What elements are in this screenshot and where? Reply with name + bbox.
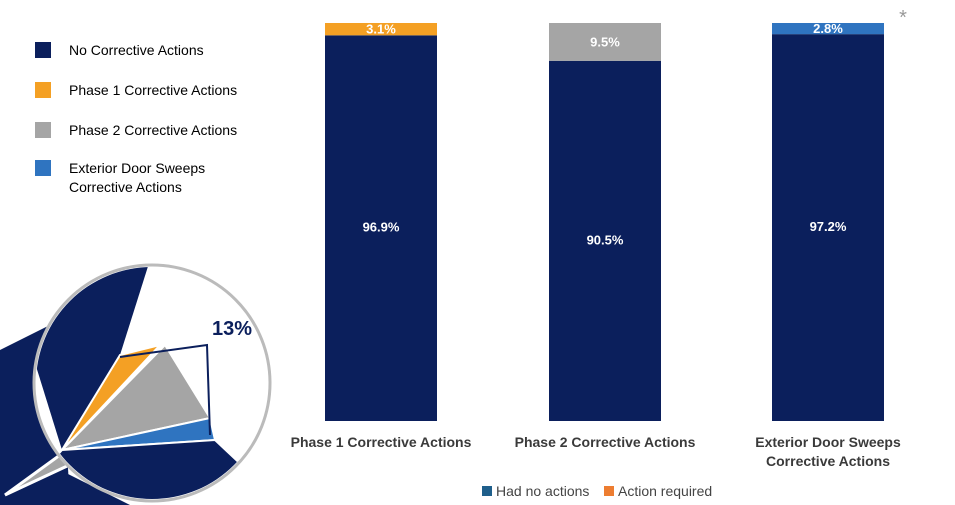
x-tick-label: Exterior Door Sweeps Corrective Actions <box>755 434 901 469</box>
data-label: 2.8% <box>813 21 843 36</box>
legend-label: Phase 2 Corrective Actions <box>69 122 238 138</box>
data-label: 3.1% <box>366 22 396 37</box>
legend-swatch <box>35 160 51 176</box>
data-label: 9.5% <box>590 34 620 49</box>
callout-label: 13% <box>212 318 252 340</box>
legend-swatch <box>35 82 51 98</box>
callout-line <box>119 343 211 436</box>
legend-swatch <box>482 486 492 496</box>
bar-segment <box>772 34 884 421</box>
legend-swatch <box>35 122 51 138</box>
data-label: 90.5% <box>587 232 624 247</box>
asterisk: * <box>899 7 907 29</box>
bar-segment <box>325 35 437 421</box>
legend-label: No Corrective Actions <box>69 42 204 58</box>
pie-zoom <box>36 267 268 499</box>
legend-swatch <box>604 486 614 496</box>
legend-label: Phase 1 Corrective Actions <box>69 82 238 98</box>
legend-swatch <box>35 42 51 58</box>
x-tick-label: Phase 1 Corrective Actions <box>290 434 472 450</box>
bar-segment <box>325 23 437 36</box>
legend-label: Exterior Door Sweeps Corrective Actions <box>69 160 206 195</box>
legend-label: Had no actions <box>496 483 590 499</box>
bar-segment <box>549 23 661 61</box>
data-label: 97.2% <box>810 219 847 234</box>
pie-backdrop <box>0 470 130 505</box>
bar-segment <box>549 60 661 422</box>
bar-segment <box>772 23 884 35</box>
x-tick-label: Phase 2 Corrective Actions <box>514 434 696 450</box>
legend-label: Action required <box>618 483 713 499</box>
data-label: 96.9% <box>363 220 400 235</box>
